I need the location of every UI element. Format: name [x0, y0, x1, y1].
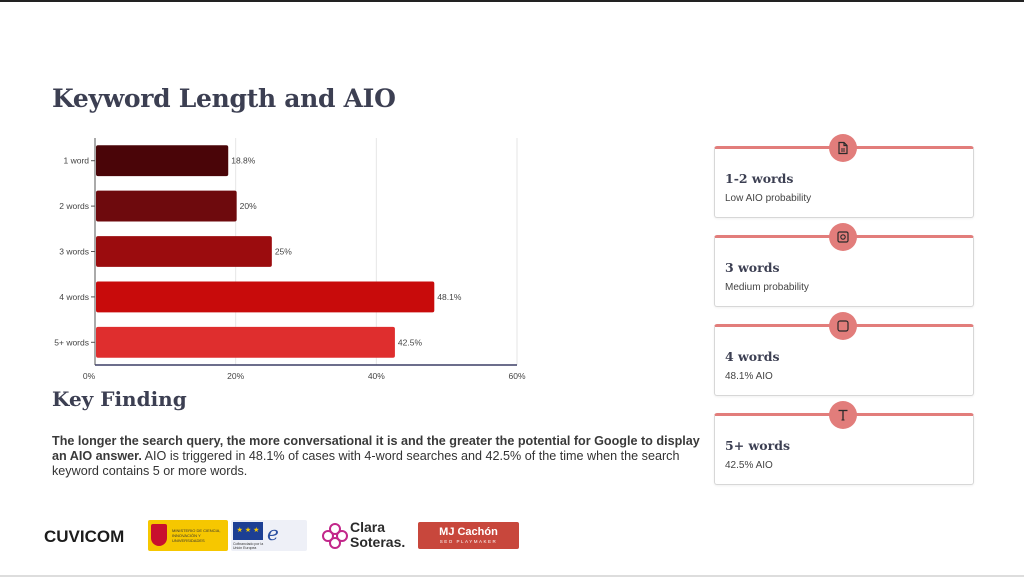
key-finding-text: The longer the search query, the more co… — [52, 434, 702, 479]
top-border — [0, 0, 1024, 2]
cuvicom-logo: CUVICOM — [44, 527, 125, 546]
x-tick-label: 60% — [508, 371, 525, 381]
card-subtitle: Low AIO probability — [725, 193, 812, 204]
bar — [96, 236, 272, 267]
card-subtitle: 48.1% AIO — [725, 371, 773, 382]
mj-cachon-logo: MJ Cachón SEO PLAYMAKER — [418, 522, 519, 549]
y-tick-label: 3 words — [59, 247, 89, 257]
square-icon — [829, 312, 857, 340]
mj-cachon-text: MJ Cachón — [439, 526, 498, 538]
coat-of-arms-icon — [151, 524, 167, 546]
document-icon — [829, 134, 857, 162]
bar — [96, 281, 435, 313]
eu-flag-icon: ★ ★ ★ — [233, 522, 263, 540]
key-finding-body: AIO is triggered in 48.1% of cases with … — [52, 449, 680, 478]
bar-value-label: 42.5% — [398, 337, 423, 347]
x-tick-label: 20% — [227, 371, 244, 381]
card-4-words: 4 words 48.1% AIO — [714, 312, 974, 396]
bar-value-label: 48.1% — [437, 292, 462, 302]
card-subtitle: Medium probability — [725, 282, 809, 293]
clara-soteras-text: Clara Soteras. — [350, 519, 406, 550]
key-finding-bold: The longer the search query, the more co… — [52, 434, 700, 463]
ministerio-logo: MINISTERIO DE CIENCIA, INNOVACIÓN Y UNIV… — [148, 520, 228, 551]
y-tick-label: 4 words — [59, 292, 89, 302]
y-tick-label: 5+ words — [54, 337, 89, 347]
bar-value-label: 18.8% — [231, 156, 256, 166]
card-5-plus-words: 5+ words 42.5% AIO — [714, 401, 974, 485]
eu-cofunding-logo: ★ ★ ★ e Cofinanciado por la Unión Europe… — [231, 520, 307, 551]
card-1-2-words: 1-2 words Low AIO probability — [714, 134, 974, 218]
key-finding-heading: Key Finding — [52, 387, 187, 411]
card-title: 5+ words — [725, 438, 790, 453]
bar — [96, 145, 229, 177]
card-3-words: 3 words Medium probability — [714, 223, 974, 307]
eu-text: Cofinanciado por la Unión Europea — [233, 542, 264, 550]
clara-soteras-logo: Clara Soteras. — [322, 519, 412, 553]
e-logo-icon: e — [267, 521, 279, 545]
ministerio-text: MINISTERIO DE CIENCIA, INNOVACIÓN Y UNIV… — [172, 528, 221, 543]
x-tick-label: 0% — [83, 371, 96, 381]
flower-icon — [322, 523, 348, 549]
x-tick-label: 40% — [368, 371, 385, 381]
bottom-border — [0, 575, 1024, 577]
bar — [96, 190, 237, 222]
card-subtitle: 42.5% AIO — [725, 460, 773, 471]
y-tick-label: 2 words — [59, 201, 89, 211]
bar-value-label: 20% — [240, 201, 257, 211]
page-title: Keyword Length and AIO — [52, 84, 396, 113]
card-title: 4 words — [725, 349, 780, 364]
mj-cachon-tagline: SEO PLAYMAKER — [439, 539, 498, 544]
card-title: 3 words — [725, 260, 780, 275]
bar-chart: 0% 20% 40% 60% 1 word 18.8% 2 words 20% 3 words 2… — [54, 138, 526, 381]
y-tick-label: 1 word — [63, 156, 89, 166]
bar — [96, 326, 395, 358]
bar-value-label: 25% — [275, 247, 292, 257]
text-t-icon — [829, 401, 857, 429]
card-title: 1-2 words — [725, 171, 794, 186]
framed-circle-icon — [829, 223, 857, 251]
